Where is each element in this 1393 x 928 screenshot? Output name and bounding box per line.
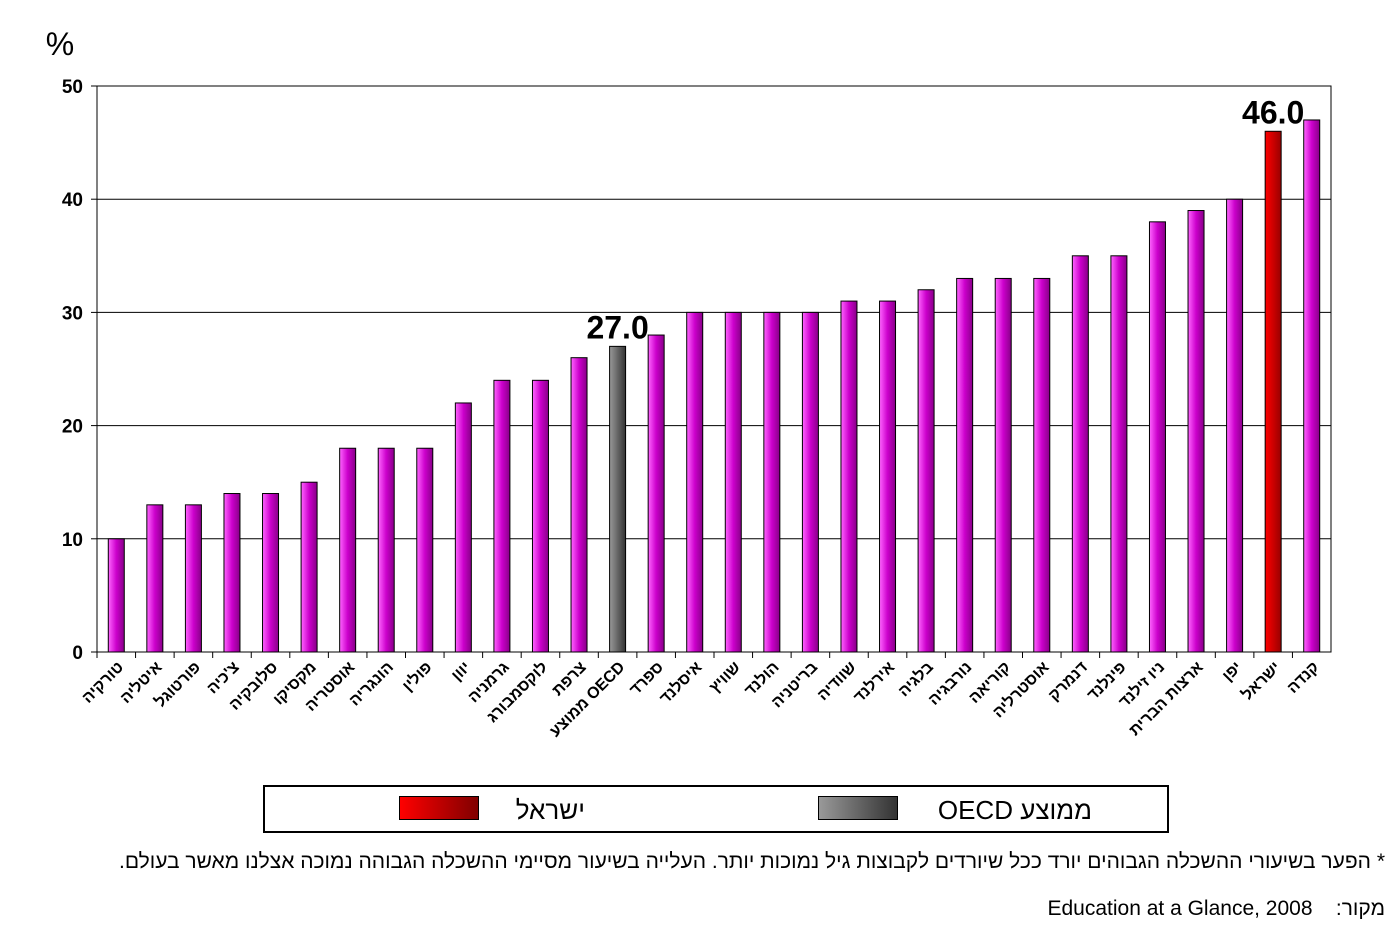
y-tick-label: 50 (62, 77, 83, 98)
bar (107, 538, 125, 653)
x-tick-label: איסלנד (656, 658, 706, 708)
legend-label-israel: ישראל (515, 795, 585, 825)
bar (917, 289, 935, 653)
x-tick-label: ישראל (1238, 658, 1284, 704)
x-tick-label: דנמרק (1046, 659, 1092, 705)
bar (994, 277, 1012, 653)
x-tick-label: יפן (1219, 659, 1245, 685)
bar (609, 345, 627, 653)
source-text: Education at a Glance, 2008 (1047, 897, 1313, 920)
bar (840, 300, 858, 653)
y-tick-label: 40 (62, 190, 83, 211)
bar (262, 493, 280, 653)
y-unit-label: % (46, 26, 74, 62)
bar (1226, 198, 1244, 653)
bar (1264, 130, 1282, 653)
bar (1071, 255, 1089, 653)
bar (300, 481, 318, 653)
footnote: * הפער בשיעורי ההשכלה הגבוהים יורד ככל ש… (119, 850, 1385, 873)
x-tick-label: טורקיה (79, 659, 127, 707)
bar (531, 379, 549, 653)
bar (146, 504, 164, 653)
legend: ישראל ממוצע OECD (263, 785, 1169, 833)
x-tick-label: קנדה (1284, 659, 1322, 697)
plot-area (96, 85, 1332, 653)
bar (1187, 210, 1205, 653)
source-label: מקור: (1335, 897, 1385, 920)
legend-label-oecd: ממוצע OECD (937, 795, 1092, 825)
bar (184, 504, 202, 653)
x-tick-label: יוון (448, 659, 474, 685)
y-tick-label: 10 (62, 530, 83, 551)
bar (570, 357, 588, 653)
bar (724, 311, 742, 653)
bar (686, 311, 704, 653)
bar (339, 447, 357, 653)
bar (1033, 277, 1051, 653)
bar (763, 311, 781, 653)
bar (1303, 119, 1321, 653)
bar (493, 379, 511, 653)
x-tick-label: אירלנד (850, 658, 898, 706)
y-tick-label: 30 (62, 303, 83, 324)
bar (647, 334, 665, 653)
x-tick-label: נורבגיה (925, 659, 975, 709)
source-line: מקור: Education at a Glance, 2008 (1047, 897, 1385, 921)
data-label: 46.0 (1242, 94, 1304, 130)
legend-swatch-israel (399, 796, 479, 820)
y-tick-label: 0 (72, 643, 83, 664)
bar (801, 311, 819, 653)
data-label: 27.0 (586, 309, 648, 345)
x-tick-label: פולין (399, 658, 436, 695)
x-tick-label: שוויץ (707, 659, 745, 697)
bar (1148, 221, 1166, 653)
bar (879, 300, 897, 653)
bar (956, 277, 974, 653)
legend-swatch-oecd (818, 796, 898, 820)
bar (454, 402, 472, 653)
bar (377, 447, 395, 653)
bar (416, 447, 434, 653)
y-tick-label: 20 (62, 417, 83, 438)
bar (1110, 255, 1128, 653)
bar (223, 493, 241, 653)
